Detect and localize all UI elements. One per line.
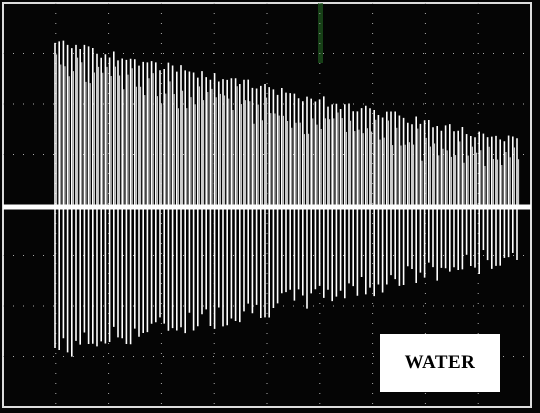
green-streak: [318, 3, 323, 63]
sample-label: WATER: [380, 334, 500, 392]
page: WATER (() => { const data = JSON.parse(d…: [0, 0, 540, 413]
